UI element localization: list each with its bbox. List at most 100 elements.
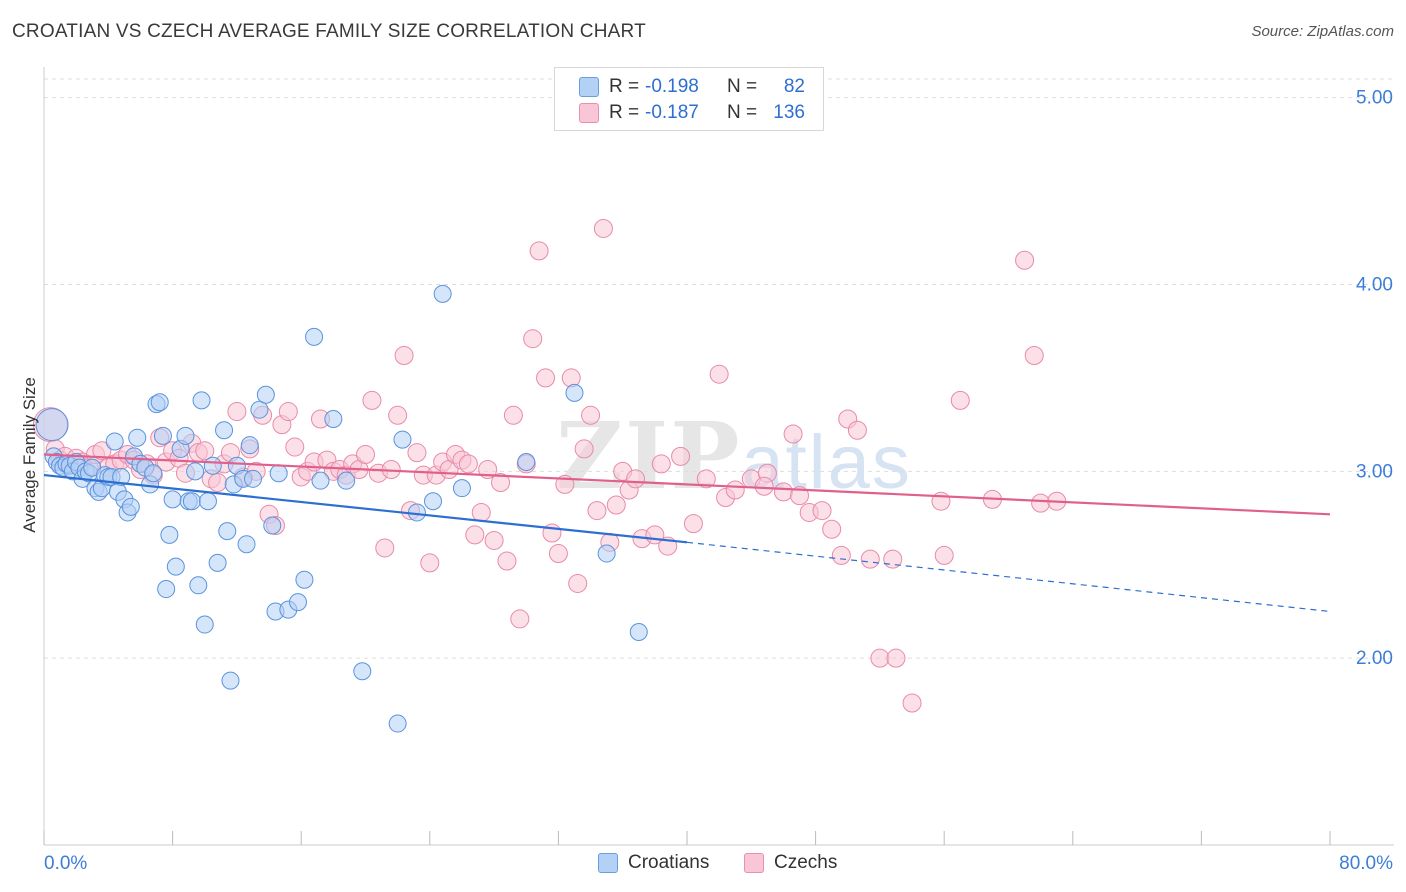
- croatians-point: [305, 327, 324, 346]
- czechs-point: [587, 501, 607, 521]
- croatians-point: [144, 464, 163, 483]
- legend-label-czechs: Czechs: [774, 852, 838, 873]
- croatians-point: [192, 391, 211, 410]
- croatians-point: [256, 385, 275, 404]
- r-label: R =: [609, 102, 640, 123]
- czechs-point: [886, 648, 906, 668]
- x-tick-label: 80.0%: [1339, 853, 1393, 874]
- croatians-point: [203, 456, 222, 475]
- n-value: 82: [783, 76, 805, 97]
- croatians-point: [393, 430, 412, 449]
- czechs-point: [934, 545, 954, 565]
- croatians-point: [433, 284, 452, 303]
- czechs-point: [683, 514, 703, 534]
- r-label: R =: [609, 76, 640, 97]
- croatians-point: [208, 553, 227, 572]
- croatians-point: [288, 593, 307, 612]
- legend-item-czechs[interactable]: Czechs: [744, 852, 837, 874]
- y-axis-label: Average Family Size: [20, 377, 39, 533]
- czechs-point: [950, 390, 970, 410]
- source-label: Source: ZipAtlas.com: [1251, 23, 1394, 40]
- croatians-point: [337, 471, 356, 490]
- croatians-point: [121, 497, 140, 516]
- czechs-point: [458, 454, 478, 474]
- croatians-point: [128, 428, 147, 447]
- czechs-trend-line: [43, 453, 1331, 516]
- stats-legend: R = -0.198 N = 82 R = -0.187 N = 136: [554, 67, 824, 131]
- y-tick-label: 3.00: [1356, 461, 1393, 482]
- n-value: 136: [773, 102, 805, 123]
- x-tick-label: 0.0%: [44, 853, 87, 874]
- croatians-point: [295, 570, 314, 589]
- croatians-point: [176, 426, 195, 445]
- croatians-point: [424, 492, 443, 511]
- czechs-point: [831, 545, 851, 565]
- czechs-point: [278, 402, 298, 422]
- croatians-point: [198, 492, 217, 511]
- croatians-trend-line: [43, 473, 688, 544]
- czechs-point: [561, 368, 581, 388]
- legend-item-croatians[interactable]: Croatians: [598, 852, 709, 874]
- czechs-point: [465, 525, 485, 545]
- y-tick-label: 2.00: [1356, 648, 1393, 669]
- czechs-point: [696, 469, 716, 489]
- czechs-point: [356, 445, 375, 465]
- croatians-point: [517, 453, 536, 471]
- czechs-point: [568, 573, 588, 593]
- croatians-point: [150, 393, 169, 412]
- croatians-point: [250, 400, 269, 419]
- croatians-point: [629, 623, 648, 642]
- stats-row-croatians: R = -0.198 N = 82: [555, 74, 805, 100]
- czechs-point: [671, 446, 691, 466]
- czechs-swatch: [579, 103, 599, 123]
- czechs-point: [1031, 493, 1051, 513]
- czechs-point: [285, 437, 305, 457]
- czechs-point: [407, 443, 427, 463]
- croatians-point: [35, 408, 69, 442]
- croatians-points: [35, 284, 648, 733]
- czechs-point: [574, 439, 594, 459]
- croatians-point: [182, 492, 201, 511]
- czechs-point: [773, 482, 793, 502]
- czechs-point: [754, 476, 774, 496]
- croatians-trend-extension: [686, 541, 1331, 613]
- czechs-point: [626, 469, 646, 489]
- croatians-point: [218, 522, 237, 541]
- croatians-point: [221, 671, 240, 690]
- czechs-point: [497, 551, 517, 571]
- czechs-point: [394, 346, 414, 366]
- czechs-point: [529, 241, 549, 261]
- croatians-point: [353, 662, 372, 681]
- czechs-point: [375, 538, 395, 558]
- r-value: -0.187: [645, 102, 699, 123]
- czechs-point: [870, 648, 890, 668]
- n-label: N =: [727, 102, 758, 123]
- axis-labels: 2.00 3.00 4.00 5.00 0.0% 80.0% Average Family …: [20, 88, 1393, 874]
- croatians-point: [597, 544, 616, 563]
- croatians-point: [189, 576, 208, 595]
- czechs-legend-swatch: [744, 853, 764, 873]
- czechs-point: [195, 441, 215, 461]
- croatians-point: [112, 467, 131, 486]
- croatians-point: [240, 436, 259, 455]
- croatians-point: [186, 462, 205, 481]
- croatians-point: [269, 464, 288, 483]
- czechs-point: [847, 420, 867, 440]
- croatians-point: [105, 432, 124, 451]
- croatians-point: [166, 557, 185, 576]
- series-legend: Croatians Czechs: [0, 852, 1406, 878]
- croatians-point: [243, 469, 262, 488]
- czechs-point: [790, 486, 810, 506]
- y-tick-label: 4.00: [1356, 275, 1393, 296]
- croatians-point: [565, 383, 584, 402]
- czechs-point: [523, 329, 543, 349]
- czechs-point: [725, 480, 745, 500]
- n-label: N =: [727, 76, 758, 97]
- czechs-point: [709, 364, 729, 384]
- croatians-point: [388, 714, 407, 733]
- croatians-point: [160, 525, 179, 544]
- czechs-point: [548, 544, 568, 564]
- croatians-point: [195, 615, 214, 634]
- czechs-point: [484, 530, 504, 550]
